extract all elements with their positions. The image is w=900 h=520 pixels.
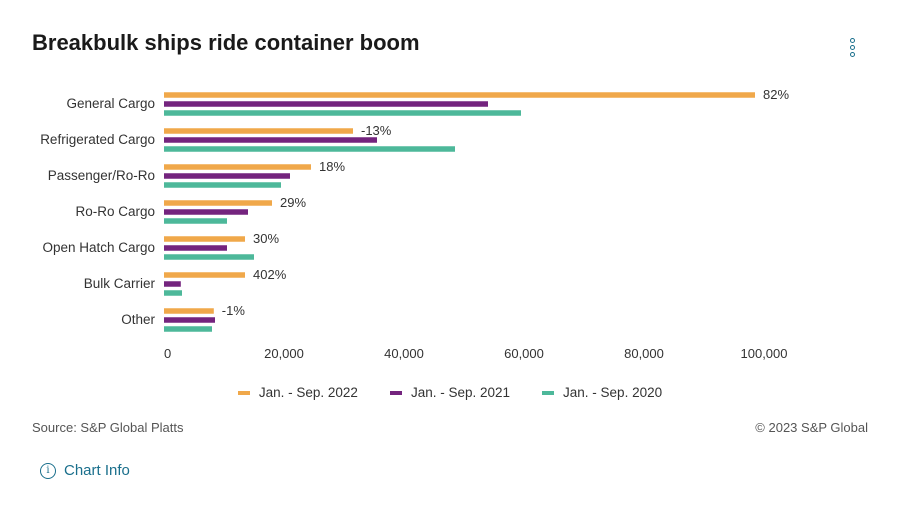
bar (164, 317, 215, 323)
chart-title: Breakbulk ships ride container boom (32, 30, 420, 55)
chart-legend: Jan. - Sep. 2022 Jan. - Sep. 2021 Jan. -… (0, 385, 900, 400)
bar (164, 128, 353, 134)
category-label: Refrigerated Cargo (40, 132, 155, 147)
legend-swatch (542, 390, 555, 395)
x-tick-label: 20,000 (264, 346, 304, 361)
bar (164, 146, 455, 152)
bar (164, 245, 227, 251)
bar (164, 101, 488, 107)
data-label: 30% (253, 231, 279, 246)
data-label: 29% (280, 195, 306, 210)
bar (164, 137, 377, 143)
legend-swatch (237, 390, 250, 395)
source-note: Source: S&P Global Platts (32, 420, 184, 435)
x-tick-label: 60,000 (504, 346, 544, 361)
bar (164, 173, 290, 179)
x-tick-label: 100,000 (741, 346, 788, 361)
data-label: 82% (763, 87, 789, 102)
data-label: 402% (253, 267, 287, 282)
bar (164, 200, 272, 206)
legend-label: Jan. - Sep. 2022 (258, 385, 358, 400)
bar (164, 290, 182, 296)
bar (164, 308, 214, 314)
data-label: -13% (361, 123, 392, 138)
data-label: 18% (319, 159, 345, 174)
legend-item-2020[interactable]: Jan. - Sep. 2020 (542, 385, 662, 400)
category-label: Ro-Ro Cargo (75, 204, 155, 219)
category-label: Other (121, 312, 155, 327)
legend-swatch (389, 390, 402, 395)
x-tick-label: 0 (164, 346, 171, 361)
legend-label: Jan. - Sep. 2021 (410, 385, 511, 400)
kebab-menu-icon[interactable] (842, 38, 862, 58)
bar (164, 110, 521, 116)
legend-item-2021[interactable]: Jan. - Sep. 2021 (389, 385, 511, 400)
category-label: Bulk Carrier (84, 276, 156, 291)
bar (164, 182, 281, 188)
bar (164, 281, 181, 287)
bar (164, 218, 227, 224)
bar (164, 272, 245, 278)
info-icon: i (40, 462, 56, 479)
bar (164, 92, 755, 98)
category-label: Open Hatch Cargo (42, 240, 155, 255)
bar (164, 164, 311, 170)
category-label: General Cargo (66, 96, 155, 111)
category-label: Passenger/Ro-Ro (48, 168, 155, 183)
legend-label: Jan. - Sep. 2020 (563, 385, 663, 400)
chart-info-label: Chart Info (64, 462, 130, 479)
bar (164, 254, 254, 260)
x-tick-label: 80,000 (624, 346, 664, 361)
x-tick-label: 40,000 (384, 346, 424, 361)
chart-info-link[interactable]: i Chart Info (40, 462, 130, 479)
legend-item-2022[interactable]: Jan. - Sep. 2022 (237, 385, 358, 400)
bar-chart: General Cargo 82% Refrigerated Cargo -13% Pa… (40, 87, 789, 361)
copyright-note: © 2023 S&P Global (755, 420, 868, 435)
bar (164, 209, 248, 215)
bar (164, 326, 212, 332)
bar (164, 236, 245, 242)
data-label: -1% (222, 303, 246, 318)
